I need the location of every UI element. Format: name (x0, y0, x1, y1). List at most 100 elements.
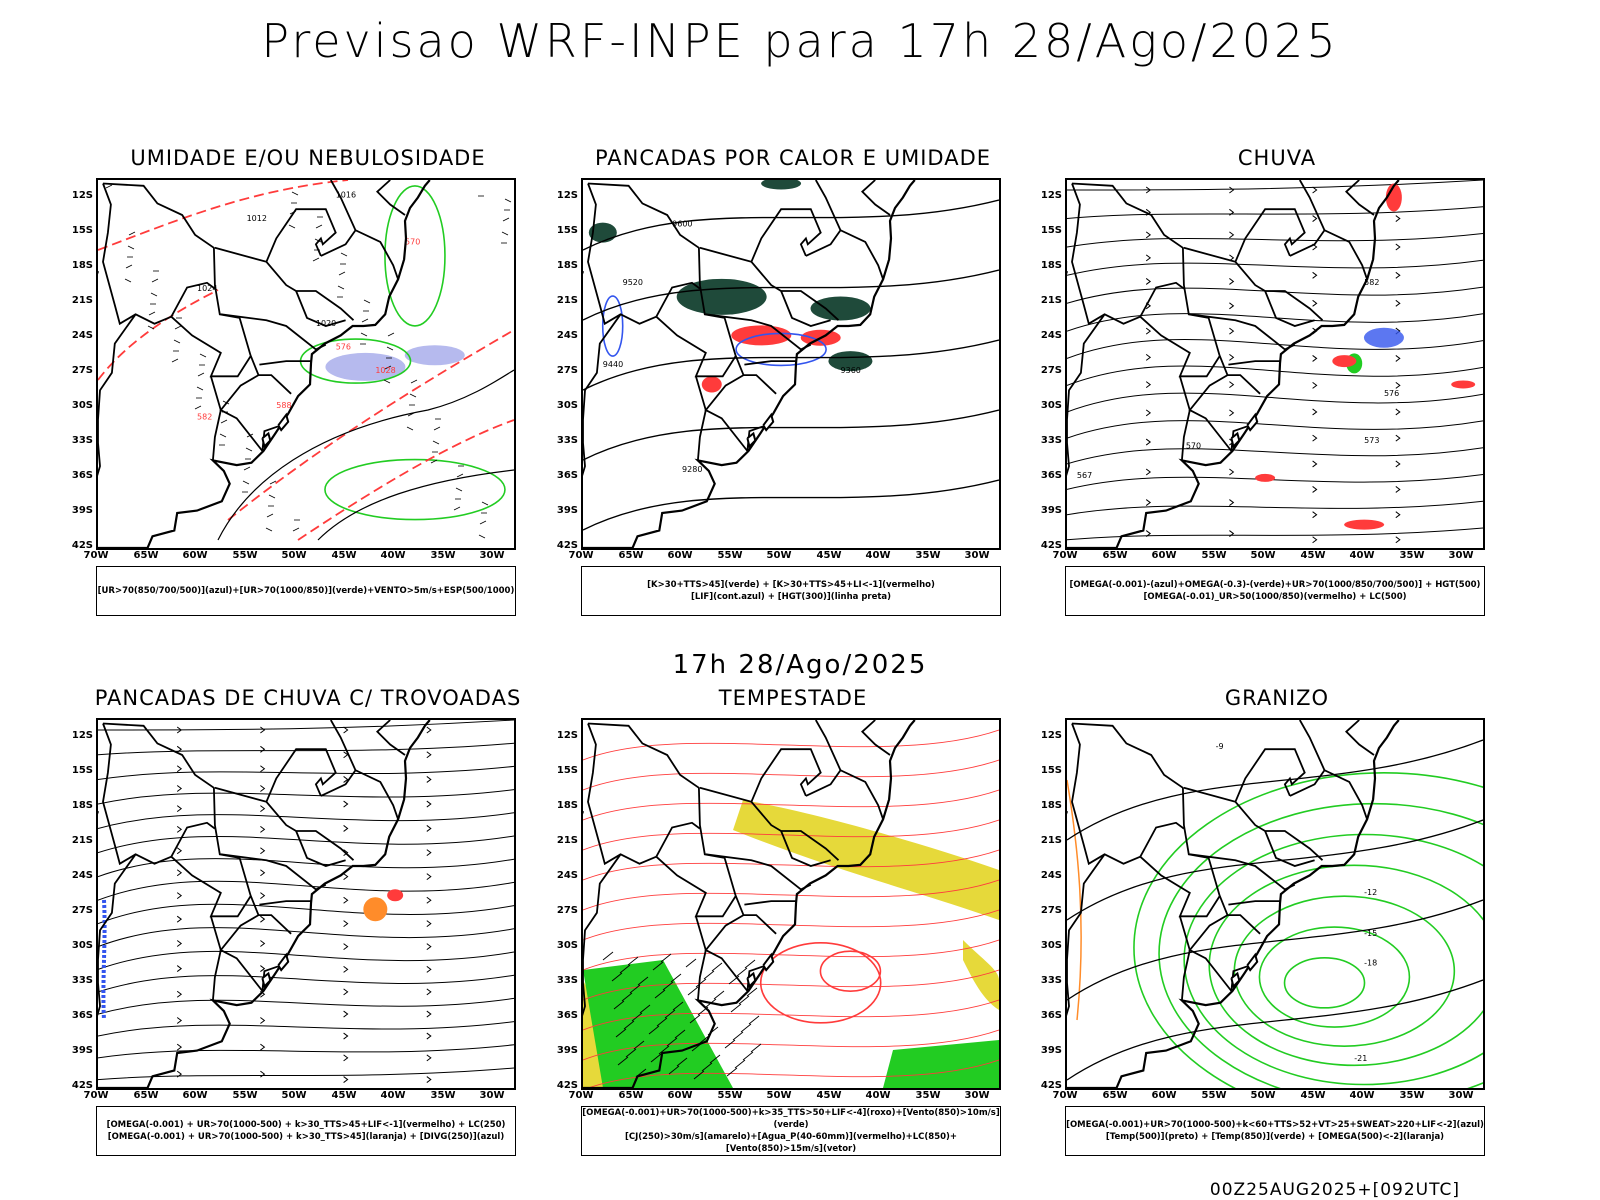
streamline-arrow (426, 920, 432, 927)
longitude-axis: 70W 65W 60W 55W 50W 45W 40W 35W 30W (84, 1090, 516, 1104)
temp500-contour (1067, 979, 1483, 1081)
streamline-arrow (260, 847, 266, 855)
water-contour (583, 729, 999, 761)
streamline-arrow (343, 873, 349, 880)
wind-vector (648, 1025, 660, 1035)
wind-vector (656, 1017, 668, 1027)
longitude-label: 45W (1300, 1090, 1326, 1101)
water-contour (587, 1059, 999, 1088)
streamline (1067, 420, 1483, 439)
thickness-contour (98, 180, 349, 251)
longitude-label: 35W (1399, 550, 1425, 561)
wind-vector (695, 978, 707, 988)
streamline-arrow (1395, 486, 1401, 493)
streamline-arrow (1312, 434, 1318, 442)
wind-vector (199, 353, 207, 358)
streamline-arrow (176, 785, 183, 792)
wind-vector (633, 1040, 645, 1050)
temp850-contour (1258, 926, 1411, 1028)
wind-vector (652, 961, 664, 971)
wind-vector (611, 972, 623, 982)
country-border (695, 376, 707, 461)
country-border (1067, 853, 1106, 1017)
hgt300-contour (583, 199, 999, 251)
wind-vector (147, 325, 155, 330)
wind-vector (265, 527, 273, 532)
wind-vector (617, 1056, 629, 1066)
longitude-label: 30W (479, 1090, 505, 1101)
streamline-arrow (1229, 530, 1235, 537)
wind-vector (623, 1020, 635, 1030)
longitude-label: 35W (915, 1090, 941, 1101)
pressure-contour (217, 369, 514, 541)
legend-line: [OMEGA(-0.001)+UR>70(1000-500)+k>35_TTS>… (582, 1108, 1000, 1130)
jet-yellow (583, 980, 643, 1088)
streamline-arrow (426, 1010, 432, 1018)
country-border (583, 313, 622, 477)
streamline (98, 974, 514, 993)
streamline-arrow (260, 765, 266, 773)
streamline-arrow (426, 988, 432, 996)
latitude-label: 24S (556, 330, 578, 341)
humidity-850-500 (325, 352, 406, 381)
legend-line: [UR>70(850/700/500)](azul)+[UR>70(1000/8… (97, 586, 515, 596)
longitude-label: 60W (182, 1090, 208, 1101)
country-border (1264, 830, 1315, 867)
country-border (1067, 313, 1106, 477)
country-border (265, 208, 337, 263)
wind-vector (430, 459, 438, 464)
contour-label: 9600 (672, 220, 692, 229)
wind-vector (672, 1001, 684, 1011)
latitude-label: 36S (556, 470, 578, 481)
streamline-arrow (1229, 208, 1235, 216)
wind-vector (124, 278, 132, 283)
wind-vector (361, 318, 369, 323)
country-border (295, 830, 346, 867)
wind-vector (602, 951, 614, 961)
wind-vector (266, 513, 274, 518)
streamline-arrow (1229, 499, 1235, 506)
water-contour (759, 942, 882, 1024)
country-border (860, 180, 891, 216)
lagoa-dos-patos (762, 412, 775, 432)
country-border (805, 769, 884, 820)
streamline (1067, 259, 1483, 276)
wind-vector (742, 1051, 754, 1061)
wind-vector (125, 264, 133, 269)
streamline (1067, 392, 1483, 413)
latitude-label: 39S (71, 1045, 93, 1056)
country-border (1179, 376, 1191, 461)
wind-vector (703, 970, 715, 980)
longitude-label: 65W (618, 550, 644, 561)
wind-vector (174, 325, 182, 330)
latitude-label: 27S (556, 365, 578, 376)
streamline-arrow (1312, 536, 1318, 544)
lagoa-mirim (261, 431, 272, 449)
panel-granizo: GRANIZO 12S 15S 18S 21S 24S 27S 30S 33S 36S 39S 42S… (1037, 686, 1517, 1190)
wind-vector (621, 992, 633, 1002)
country-border (259, 360, 311, 366)
wind850-green (883, 1040, 999, 1088)
panel-title: GRANIZO (1224, 686, 1330, 710)
rain-red (1344, 519, 1385, 530)
hgt300-contour (583, 409, 999, 461)
country-border (1299, 180, 1326, 231)
country-border (102, 183, 172, 326)
wind-vector (288, 224, 296, 229)
latitude-label: 21S (71, 835, 93, 846)
country-border (1228, 360, 1280, 366)
streamline-arrow (1395, 511, 1401, 519)
contour-label: 570 (1186, 442, 1201, 451)
contour-label: 576 (336, 342, 351, 351)
longitude-label: 70W (568, 1090, 594, 1101)
hgt300-contour (583, 269, 999, 321)
latitude-label: 27S (1040, 905, 1062, 916)
streamline-arrow (1229, 231, 1235, 239)
wind-vector (689, 1014, 701, 1024)
country-border (1228, 900, 1280, 906)
longitude-label: 40W (1349, 1090, 1375, 1101)
streamline-arrow (1395, 299, 1401, 307)
contour-label: 573 (1364, 436, 1379, 445)
streamline-arrow (176, 847, 183, 855)
latitude-label: 18S (71, 260, 93, 271)
